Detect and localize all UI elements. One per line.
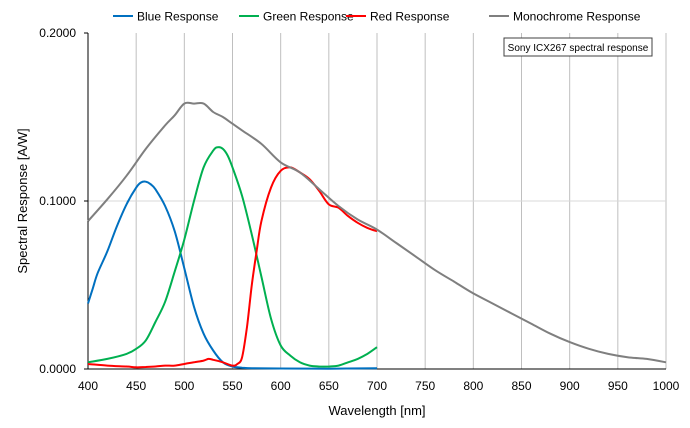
x-tick-label: 450 — [126, 379, 146, 393]
y-tick-label: 0.1000 — [39, 194, 76, 208]
x-tick-label: 750 — [415, 379, 435, 393]
x-tick-label: 700 — [367, 379, 387, 393]
x-tick-label: 950 — [608, 379, 628, 393]
y-axis-label: Spectral Response [A/W] — [15, 128, 30, 273]
legend-item-monochrome-response: Monochrome Response — [489, 10, 641, 24]
y-tick-label: 0.0000 — [39, 362, 76, 376]
legend-item-red-response: Red Response — [346, 10, 450, 24]
monochrome-response-line — [87, 101, 667, 364]
green-response-line — [87, 146, 378, 368]
legend-item-blue-response: Blue Response — [113, 10, 219, 24]
series-layer — [87, 101, 667, 370]
x-tick-label: 900 — [560, 379, 580, 393]
tick-labels: 400 450 500 550 600 650 700 750 800 850 900 950 1000… — [39, 26, 679, 393]
annotation-box: Sony ICX267 spectral response — [503, 37, 653, 57]
x-tick-label: 850 — [511, 379, 531, 393]
x-tick-label: 800 — [463, 379, 483, 393]
annotation-frame — [503, 37, 653, 57]
y-tick-label: 0.2000 — [39, 26, 76, 40]
red-response-line — [87, 166, 378, 369]
legend-item-green-response: Green Response — [239, 10, 354, 24]
x-axis-label: Wavelength [nm] — [328, 403, 425, 418]
x-tick-label: 500 — [174, 379, 194, 393]
x-tick-label: 1000 — [653, 379, 680, 393]
x-tick-label: 550 — [222, 379, 242, 393]
legend-label: Blue Response — [137, 10, 219, 24]
legend-label: Monochrome Response — [513, 10, 641, 24]
annotation-text: Sony ICX267 spectral response — [508, 43, 649, 54]
x-tick-label: 650 — [319, 379, 339, 393]
blue-response-line — [87, 180, 378, 370]
x-tick-label: 400 — [78, 379, 98, 393]
legend: Blue Response Green Response Red Response M… — [113, 10, 641, 24]
grid-lines — [88, 33, 667, 369]
legend-label: Green Response — [263, 10, 354, 24]
x-tick-label: 600 — [271, 379, 291, 393]
legend-label: Red Response — [370, 10, 450, 24]
